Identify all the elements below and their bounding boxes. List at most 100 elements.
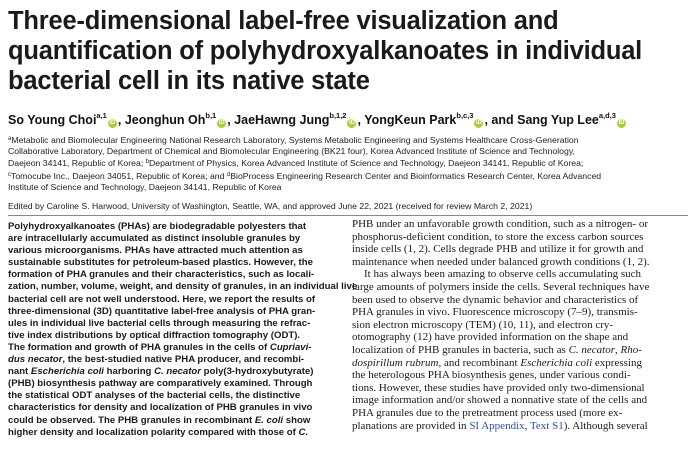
abstract-line: sustainable substitutes for petroleum-ba… bbox=[8, 257, 343, 269]
abstract-text: could be observed. The PHB granules in r… bbox=[8, 414, 255, 426]
abstract-text: (PHB) biosynthesis pathway are comparati… bbox=[8, 378, 313, 390]
body-text: inside cells (1, 2). Cells degrade PHB a… bbox=[352, 243, 644, 256]
cross-reference-link[interactable]: Text S1 bbox=[529, 419, 564, 432]
body-line: PHB under an unfavorable growth conditio… bbox=[352, 218, 688, 231]
edited-by-line: Edited by Caroline S. Harwood, Universit… bbox=[8, 201, 533, 211]
body-text: expressing bbox=[592, 356, 642, 369]
author-name[interactable]: Sang Yup Lee bbox=[517, 113, 599, 127]
body-text: sion electron microscopy (TEM) (10, 11),… bbox=[352, 318, 614, 331]
abstract-line: tive index distributions by optical diff… bbox=[8, 330, 343, 342]
abstract-text: the statistical ODT analyses of the bact… bbox=[8, 390, 301, 402]
body-line: image information and/or showed a nonnat… bbox=[352, 394, 688, 407]
author-affiliation-marker: b,1 bbox=[205, 111, 217, 120]
body-line: localization of PHB granules in bacteria… bbox=[352, 344, 688, 357]
body-text: localization of PHB granules in bacteria… bbox=[352, 343, 569, 356]
abstract-line: (PHB) biosynthesis pathway are comparati… bbox=[8, 378, 343, 390]
body-line: sion electron microscopy (TEM) (10, 11),… bbox=[352, 319, 688, 332]
abstract-text: formation of PHA granules and their char… bbox=[8, 269, 315, 281]
author-affiliation-marker: b,1,2 bbox=[329, 111, 347, 120]
author-name[interactable]: Jeonghun Oh bbox=[124, 113, 206, 127]
abstract-italic: dus necator bbox=[8, 354, 63, 366]
abstract-line: bacterial cell are not well understood. … bbox=[8, 294, 343, 306]
orcid-icon[interactable]: iD bbox=[616, 119, 626, 128]
affiliation-superscript: d bbox=[226, 171, 231, 178]
abstract-italic: E. coli bbox=[254, 414, 284, 426]
body-text: PHA granules in vivo. Fluorescence micro… bbox=[352, 306, 638, 319]
abstract-line: the statistical ODT analyses of the bact… bbox=[8, 390, 343, 402]
abstract-line: The formation and growth of PHA granules… bbox=[8, 342, 343, 354]
abstract-italic: C. bbox=[298, 426, 309, 438]
title-line: quantification of polyhydroxyalkanoates … bbox=[8, 37, 643, 65]
body-line: dospirillum rubrum, and recombinant Esch… bbox=[352, 357, 688, 370]
abstract-line: ules in individual live bacterial cells … bbox=[8, 318, 343, 330]
orcid-icon[interactable]: iD bbox=[217, 119, 227, 128]
author-list: So Young Choia,1iD, Jeonghun Ohb,1iD, Ja… bbox=[8, 108, 684, 128]
body-text: tions. However, these studies have provi… bbox=[352, 381, 645, 394]
abstract-text: characteristics for density and localiza… bbox=[8, 402, 313, 414]
body-text: PHB under an unfavorable growth conditio… bbox=[352, 218, 649, 230]
orcid-icon[interactable]: iD bbox=[347, 119, 357, 128]
abstract-line: various microorganisms. PHAs have attrac… bbox=[8, 245, 343, 257]
body-text: the heterologous PHA biosynthesis genes,… bbox=[352, 369, 631, 382]
abstract-text: nant bbox=[8, 366, 31, 378]
orcid-icon[interactable]: iD bbox=[107, 119, 117, 128]
author-name[interactable]: JaeHawng Jung bbox=[234, 113, 330, 127]
body-text: It has always been amazing to observe ce… bbox=[364, 268, 642, 281]
author-separator: , bbox=[117, 113, 122, 127]
affiliation-line: cTomocube Inc., Daejeon 34051, Republic … bbox=[8, 170, 684, 182]
significance-abstract: Polyhydroxyalkanoates (PHAs) are biodegr… bbox=[8, 221, 357, 439]
abstract-text: sustainable substitutes for petroleum-ba… bbox=[8, 257, 313, 269]
body-text: , and recombinant bbox=[438, 356, 521, 369]
body-line: inside cells (1, 2). Cells degrade PHB a… bbox=[352, 243, 688, 256]
affiliation-superscript: b bbox=[145, 159, 149, 166]
body-italic: dospirillum rubrum bbox=[352, 356, 439, 369]
author-separator: , bbox=[357, 113, 361, 127]
body-text: , bbox=[615, 343, 621, 356]
affiliation-text: Daejeon 34141, Republic of Korea; bbox=[8, 158, 146, 169]
title-line: bacterial cell in its native state bbox=[8, 67, 370, 95]
body-line: planations are provided in SI Appendix, … bbox=[352, 420, 688, 433]
abstract-line: are intracellularly accumulated as disti… bbox=[8, 233, 343, 245]
body-text: ). Although several bbox=[563, 419, 648, 432]
abstract-line: characteristics for density and localiza… bbox=[8, 402, 343, 414]
body-line: PHA granules due to the pretreatment pro… bbox=[352, 407, 688, 420]
affiliations: aMetabolic and Biomolecular Engineering … bbox=[8, 134, 684, 193]
body-text: image information and/or showed a nonnat… bbox=[352, 394, 648, 407]
body-line: tions. However, these studies have provi… bbox=[352, 382, 688, 395]
author-name[interactable]: YongKeun Park bbox=[364, 113, 457, 127]
author-name[interactable]: So Young Choi bbox=[8, 113, 97, 127]
abstract-line: dus necator, the best-studied native PHA… bbox=[8, 354, 343, 366]
affiliation-line: Collaborative Laboratory, Department of … bbox=[8, 146, 684, 157]
abstract-italic: C. necator bbox=[154, 366, 202, 378]
abstract-line: nant Escherichia coli harboring C. necat… bbox=[8, 366, 343, 378]
abstract-line: could be observed. The PHB granules in r… bbox=[8, 415, 343, 427]
affiliation-text: Department of Physics, Korea Advanced In… bbox=[149, 158, 584, 169]
abstract-text: harboring bbox=[103, 366, 155, 378]
cross-reference-link[interactable]: SI Appendix bbox=[469, 419, 525, 432]
body-line: maintenance when needed under balanced g… bbox=[352, 256, 688, 269]
body-text: PHA granules due to the pretreatment pro… bbox=[352, 406, 623, 419]
orcid-icon[interactable]: iD bbox=[474, 119, 484, 128]
abstract-text: Polyhydroxyalkanoates (PHAs) are biodegr… bbox=[8, 221, 307, 232]
abstract-text: ules in individual live bacterial cells … bbox=[8, 317, 311, 329]
abstract-line: zation, number, volume, weight, and dens… bbox=[8, 281, 357, 293]
abstract-text: higher density and localization polarity… bbox=[8, 426, 299, 438]
body-line: PHA granules in vivo. Fluorescence micro… bbox=[352, 306, 688, 319]
affiliation-superscript: c bbox=[8, 171, 11, 178]
abstract-text: poly(3-hydroxybutyrate) bbox=[201, 366, 314, 378]
body-text: been used to observe the dynamic behavio… bbox=[352, 293, 639, 306]
affiliation-text: Metabolic and Biomolecular Engineering N… bbox=[11, 135, 579, 145]
body-line: been used to observe the dynamic behavio… bbox=[352, 294, 688, 307]
abstract-text: various microorganisms. PHAs have attrac… bbox=[8, 245, 303, 257]
body-text: large amounts of polymers inside the cel… bbox=[352, 280, 650, 293]
author-separator: , and bbox=[484, 113, 514, 127]
affiliation-line: Daejeon 34141, Republic of Korea; bDepar… bbox=[8, 157, 684, 169]
abstract-text: three-dimensional (3D) quantitative labe… bbox=[8, 305, 316, 317]
body-text: planations are provided in bbox=[352, 419, 470, 432]
abstract-text: tive index distributions by optical diff… bbox=[8, 329, 301, 341]
body-italic: C. necator bbox=[568, 343, 616, 356]
body-text: otomography (12) have provided informati… bbox=[352, 331, 629, 344]
abstract-line: formation of PHA granules and their char… bbox=[8, 269, 343, 281]
article-title: Three-dimensional label-free visualizati… bbox=[8, 6, 684, 96]
author-affiliation-marker: a,1 bbox=[96, 111, 107, 120]
